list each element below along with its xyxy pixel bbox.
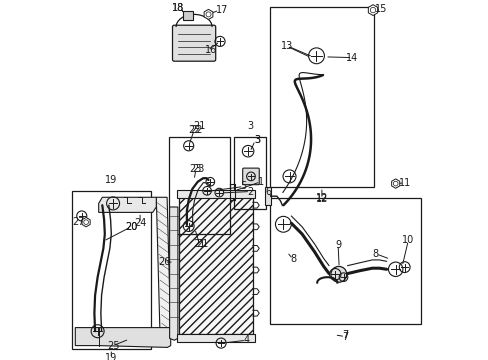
Text: 10: 10 <box>401 235 413 246</box>
Bar <box>179 197 252 334</box>
Text: 9: 9 <box>334 240 341 250</box>
FancyBboxPatch shape <box>242 168 259 185</box>
Text: 7: 7 <box>342 330 348 340</box>
Text: 17: 17 <box>216 5 228 15</box>
Text: 6: 6 <box>264 187 271 197</box>
Text: 26: 26 <box>158 257 170 267</box>
Polygon shape <box>367 5 377 15</box>
Text: 25: 25 <box>107 341 119 351</box>
Text: 7: 7 <box>342 332 348 342</box>
Text: 20: 20 <box>124 222 137 232</box>
Text: 12: 12 <box>315 194 327 204</box>
Text: 22: 22 <box>190 125 203 135</box>
Text: 21: 21 <box>196 239 208 249</box>
Text: 3: 3 <box>254 135 260 145</box>
Text: 12: 12 <box>315 193 327 203</box>
Circle shape <box>330 266 346 282</box>
Text: 23: 23 <box>189 164 202 174</box>
Polygon shape <box>177 190 254 198</box>
Text: 21: 21 <box>193 239 205 249</box>
Polygon shape <box>177 334 254 342</box>
Text: 18: 18 <box>171 3 183 13</box>
Bar <box>182 11 192 20</box>
Text: 19: 19 <box>105 353 117 360</box>
Bar <box>72 191 151 349</box>
Text: 3: 3 <box>254 135 260 145</box>
Polygon shape <box>99 197 156 212</box>
Text: 24: 24 <box>134 218 146 228</box>
Text: 27: 27 <box>73 217 85 227</box>
Text: 5: 5 <box>240 181 246 192</box>
Polygon shape <box>82 217 90 227</box>
Text: 3: 3 <box>246 121 252 131</box>
Text: 15: 15 <box>374 4 386 14</box>
Text: 23: 23 <box>192 164 204 174</box>
Text: 11: 11 <box>398 178 410 188</box>
Polygon shape <box>169 207 178 340</box>
Text: 1: 1 <box>257 177 263 187</box>
Text: 8: 8 <box>372 249 378 259</box>
Text: 8: 8 <box>289 254 296 264</box>
Text: 13: 13 <box>280 41 292 51</box>
Bar <box>168 137 230 234</box>
Text: 20: 20 <box>124 222 137 232</box>
Polygon shape <box>264 187 270 205</box>
Text: 14: 14 <box>346 53 358 63</box>
Text: 2: 2 <box>246 186 253 197</box>
Text: 18: 18 <box>171 3 183 13</box>
Polygon shape <box>75 328 170 347</box>
FancyBboxPatch shape <box>172 25 215 61</box>
Text: 4: 4 <box>243 335 249 345</box>
Bar <box>269 7 373 187</box>
Polygon shape <box>391 179 399 188</box>
Text: 19: 19 <box>105 175 117 185</box>
Text: 22: 22 <box>187 125 200 135</box>
Text: 21: 21 <box>193 121 205 131</box>
Polygon shape <box>203 9 212 19</box>
Bar <box>233 137 265 209</box>
Polygon shape <box>156 197 170 331</box>
Bar <box>269 198 420 324</box>
Text: 16: 16 <box>204 45 216 55</box>
